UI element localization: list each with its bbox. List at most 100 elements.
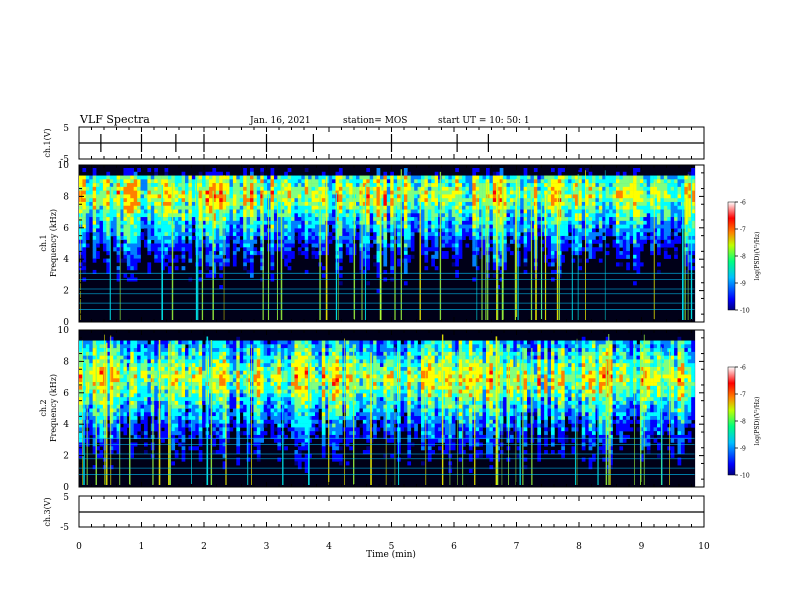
spectrogram-cell [373, 209, 377, 214]
spectrogram-cell [506, 175, 511, 180]
spectrogram-cell [191, 201, 196, 207]
spectrogram-cell [164, 344, 169, 349]
spectrogram-cell [236, 224, 241, 229]
spectrogram-cell [472, 179, 477, 184]
spectrogram-cell [92, 243, 97, 248]
spectrogram-cell [636, 224, 641, 229]
spectrogram-cell [595, 213, 600, 218]
spectrogram-cell [161, 340, 165, 345]
spectrogram-cell [304, 186, 309, 191]
spectrogram-cell [239, 198, 244, 203]
spectrogram-cell [619, 220, 624, 225]
spectrogram-cell [208, 194, 213, 199]
spectrogram-cell [147, 404, 152, 409]
spectrogram-cell [373, 205, 377, 210]
spectrogram-cell [612, 243, 617, 248]
spectrogram-cell [191, 220, 196, 225]
spectrogram-cell [455, 262, 459, 267]
spectrogram-cell [106, 262, 111, 267]
spectrogram-cell [208, 171, 213, 176]
spectrogram-cell [113, 209, 117, 214]
spectrogram-cell [356, 183, 360, 188]
spectrogram-cell [140, 404, 145, 409]
spectrogram-cell [212, 209, 217, 214]
spectrogram-cell [362, 217, 367, 222]
spectrogram-cell [96, 408, 100, 413]
spectrogram-cell [482, 220, 487, 225]
spectrogram-cell [397, 262, 401, 267]
spectrogram-cell [164, 385, 169, 390]
spectrogram-cell [571, 183, 576, 188]
spectrogram-cell [89, 359, 93, 364]
spectrogram-cell [547, 235, 552, 241]
spectrogram-cell [212, 220, 217, 225]
spectrogram-cell [120, 232, 124, 237]
spectrogram-cell [376, 186, 381, 191]
spectrogram-cell [492, 220, 497, 225]
spectrogram-cell [533, 186, 538, 191]
spectrogram-cell [451, 201, 456, 207]
spectrogram-cell [126, 412, 131, 417]
spectrogram-cell [639, 235, 644, 241]
spectrogram-cell [397, 205, 401, 210]
spectrogram-cell [383, 209, 388, 214]
spectrogram-cell [89, 186, 93, 191]
spectrogram-cell [120, 397, 124, 402]
spectrogram-cell [680, 190, 685, 195]
spectrogram-cell [96, 351, 100, 356]
spectrogram-cell [410, 205, 415, 210]
spectrogram-cell [212, 175, 217, 180]
spectrogram-cell [650, 198, 654, 203]
spectrogram-cell [366, 175, 371, 180]
spectrogram-cell [311, 254, 316, 259]
spectrogram-cell [154, 412, 158, 417]
spectrogram-cell [492, 262, 497, 267]
spectrogram-cell [185, 247, 189, 252]
spectrogram-cell [431, 239, 435, 244]
spectrogram-cell [92, 378, 97, 383]
spectrogram-cell [321, 209, 326, 214]
spectrogram-cell [239, 232, 244, 237]
spectrogram-cell [123, 389, 128, 394]
spectrogram-cell [585, 258, 589, 263]
spectrogram-cell [287, 179, 292, 184]
spectrogram-cell [130, 168, 135, 173]
spectrogram-cell [321, 213, 326, 218]
spectrogram-cell [537, 183, 542, 188]
spectrogram-cell [407, 228, 412, 233]
spectrogram-cell [499, 269, 504, 274]
spectrogram-cell [359, 205, 364, 210]
spectrogram-cell [99, 209, 104, 214]
spectrogram-cell [256, 251, 261, 256]
spectrogram-cell [133, 419, 138, 424]
spectrogram-cell [140, 213, 145, 218]
spectrogram-cell [102, 213, 107, 218]
spectrogram-cell [123, 431, 128, 436]
spectrogram-cell [356, 217, 360, 222]
spectrogram-cell [143, 179, 148, 184]
spectrogram-cell [444, 235, 449, 241]
spectrogram-cell [424, 251, 429, 256]
spectrogram-cell [167, 217, 172, 222]
spectrogram-cell [674, 213, 678, 218]
spectrogram-cell [116, 351, 121, 356]
spectrogram-cell [663, 198, 668, 203]
spectrogram-cell [205, 251, 210, 256]
spectrogram-cell [188, 205, 193, 210]
spectrogram-cell [140, 397, 145, 402]
spectrogram-cell [592, 239, 596, 244]
spectrogram-cell [106, 355, 111, 360]
spectrogram-cell [321, 251, 326, 256]
spectrogram-cell [660, 175, 665, 180]
spectrogram-cell [143, 198, 148, 203]
spectrogram-cell [246, 186, 251, 191]
spectrogram-cell [588, 175, 593, 180]
spectrogram-cell [219, 254, 223, 259]
spectrogram-cell [588, 201, 593, 207]
spectrogram-cell [397, 198, 401, 203]
ch2-spectrogram [79, 330, 696, 487]
spectrogram-cell [356, 224, 360, 229]
spectrogram-cell [280, 254, 285, 259]
spectrogram-cell [79, 340, 83, 345]
